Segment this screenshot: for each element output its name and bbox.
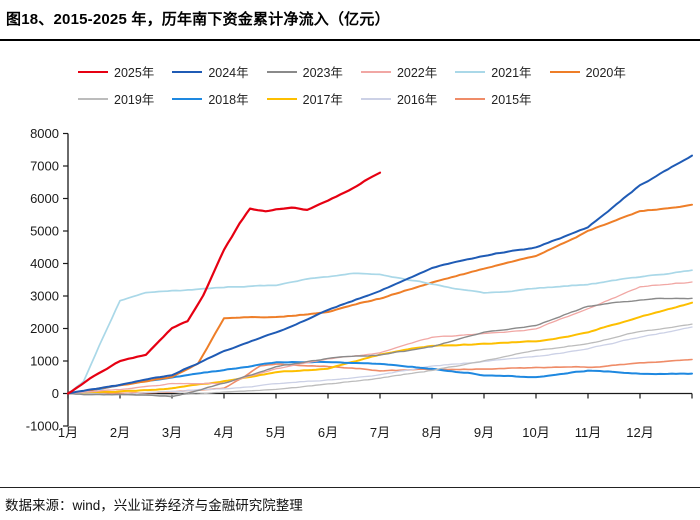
y-tick-label: -1000 — [26, 419, 59, 434]
legend-item-2018年: 2018年 — [172, 89, 249, 108]
legend-line-icon — [266, 97, 297, 100]
legend-line-icon — [172, 70, 203, 73]
legend-label: 2019年 — [114, 93, 155, 107]
footer-divider — [0, 487, 700, 488]
x-tick-label: 8月 — [422, 425, 442, 440]
x-tick-label: 1月 — [58, 425, 78, 440]
legend-item-2024年: 2024年 — [172, 62, 249, 81]
y-tick-label: 4000 — [30, 256, 59, 271]
data-source-note: 数据来源：wind，兴业证券经济与金融研究院整理 — [5, 498, 303, 513]
series-line-2024年 — [67, 154, 693, 395]
legend-line-icon — [360, 70, 391, 73]
series-line-2016年 — [67, 326, 693, 396]
legend-label: 2016年 — [396, 93, 438, 107]
x-tick-label: 2月 — [110, 425, 130, 440]
x-tick-label: 11月 — [575, 425, 602, 440]
series-line-2020年 — [67, 203, 693, 395]
x-tick-label: 3月 — [162, 425, 182, 440]
legend-label: 2017年 — [302, 93, 343, 107]
legend-item-2020年: 2020年 — [549, 62, 626, 81]
x-tick-label: 5月 — [266, 425, 286, 440]
legend-label: 2023年 — [302, 66, 343, 80]
legend-item-2023年: 2023年 — [266, 62, 343, 81]
legend-line-icon — [266, 70, 297, 73]
legend-item-2015年: 2015年 — [455, 89, 532, 108]
chart-title: 图18、2015-2025 年，历年南下资金累计净流入（亿元） — [6, 11, 390, 28]
legend-line-icon — [78, 97, 108, 100]
x-tick-label: 9月 — [474, 425, 494, 440]
legend-label: 2025年 — [114, 66, 155, 80]
legend-label: 2024年 — [208, 66, 249, 80]
y-tick-label: 0 — [52, 386, 59, 401]
legend-item-2017年: 2017年 — [266, 89, 343, 108]
series-line-2019年 — [67, 323, 693, 397]
series-line-2022年 — [67, 281, 693, 395]
series-line-2025年 — [66, 171, 382, 395]
legend-item-2016年: 2016年 — [360, 89, 438, 108]
x-tick-label: 10月 — [522, 425, 549, 440]
legend-row-1: 2025年 2024年 2023年 2022年 2021年 2020年 — [78, 58, 678, 85]
chart-legend: 2025年 2024年 2023年 2022年 2021年 2020年 2019年 2018… — [78, 58, 678, 112]
x-tick-label: 7月 — [370, 425, 390, 440]
y-tick-label: 6000 — [30, 191, 59, 206]
legend-line-icon — [455, 70, 486, 73]
legend-item-2025年: 2025年 — [78, 62, 154, 81]
y-tick-label: 5000 — [30, 224, 59, 239]
title-divider — [0, 39, 700, 41]
legend-line-icon — [360, 97, 391, 100]
legend-label: 2020年 — [585, 66, 626, 80]
y-tick-label: 3000 — [30, 289, 59, 304]
x-tick-label: 12月 — [626, 425, 653, 440]
y-tick-label: 2000 — [30, 321, 59, 336]
x-tick-label: 6月 — [318, 425, 338, 440]
y-tick-label: 7000 — [30, 159, 59, 174]
x-tick-label: 4月 — [214, 425, 234, 440]
y-tick-label: 8000 — [30, 126, 59, 141]
legend-item-2022年: 2022年 — [360, 62, 438, 81]
legend-item-2019年: 2019年 — [78, 89, 154, 108]
legend-line-icon — [172, 97, 203, 100]
legend-label: 2022年 — [396, 66, 438, 80]
legend-line-icon — [455, 97, 486, 100]
legend-line-icon — [78, 70, 108, 73]
legend-label: 2021年 — [491, 66, 532, 80]
legend-label: 2018年 — [208, 93, 249, 107]
legend-line-icon — [549, 70, 580, 73]
series-line-2023年 — [67, 297, 693, 398]
legend-label: 2015年 — [491, 93, 532, 107]
legend-item-2021年: 2021年 — [455, 62, 532, 81]
legend-row-2: 2019年 2018年 2017年 2016年 2015年 — [78, 85, 678, 112]
series-line-2021年 — [67, 269, 693, 395]
y-tick-label: 1000 — [30, 354, 59, 369]
